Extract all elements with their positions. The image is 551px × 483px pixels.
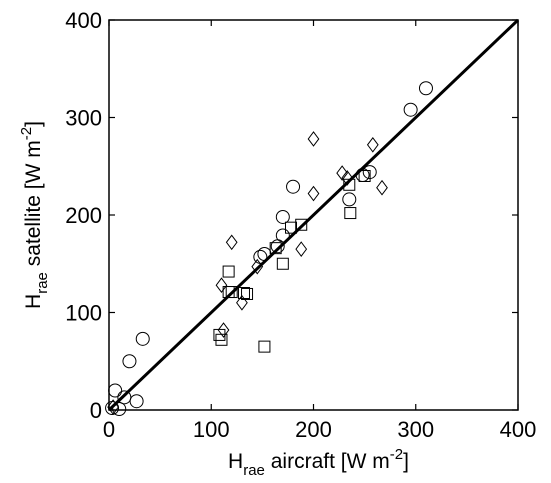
- diamond-point: [336, 165, 349, 181]
- y-axis-label-main: H: [22, 294, 45, 309]
- square-point: [258, 340, 271, 353]
- y-tick-label: 100: [65, 301, 102, 326]
- diamond-point: [225, 234, 238, 251]
- x-tick-label: 100: [193, 417, 230, 442]
- diamond-point: [307, 131, 320, 147]
- diamond-point: [341, 170, 354, 186]
- y-axis-label-end: ]: [22, 121, 45, 127]
- square-point: [269, 242, 282, 255]
- square-point: [241, 287, 254, 300]
- x-tick-label: 200: [295, 417, 332, 442]
- y-axis-label-sup: -2: [18, 127, 35, 140]
- one-to-one-line: [107, 18, 520, 412]
- diamond-point: [366, 136, 379, 153]
- square-point: [276, 257, 289, 270]
- x-tick-label: 0: [103, 417, 115, 442]
- circle-point: [418, 81, 433, 96]
- square-point: [358, 170, 371, 182]
- square-point: [344, 207, 357, 220]
- ticks: 0 100 200 300 400 0 100 200 300 400: [65, 8, 536, 442]
- x-axis-label-rest: aircraft [W m: [265, 450, 390, 473]
- diamond-point: [217, 322, 230, 338]
- circle-point: [403, 102, 418, 117]
- x-tick-label: 300: [397, 417, 434, 442]
- diamond-point: [376, 179, 388, 196]
- circle-point: [108, 383, 123, 398]
- data-markers: [105, 81, 433, 417]
- diamond-point: [295, 241, 308, 257]
- circle-point: [275, 209, 290, 224]
- circle-point: [342, 192, 357, 207]
- x-axis-label-main: H: [228, 450, 243, 473]
- x-tick-label: 400: [500, 417, 537, 442]
- x-axis-label-sup: -2: [390, 446, 403, 463]
- y-tick-label: 300: [65, 106, 102, 131]
- circle-point: [112, 402, 127, 417]
- square-point: [225, 286, 238, 299]
- y-tick-label: 200: [65, 203, 102, 228]
- diamond-point: [215, 277, 228, 294]
- x-axis-label: Hrae aircraft [W m-2]: [228, 446, 409, 479]
- diamond-point: [307, 185, 320, 202]
- y-axis-label-rest: satellite [W m: [22, 140, 45, 272]
- square-point: [222, 265, 235, 278]
- diamond-point: [236, 294, 248, 311]
- circle-point: [286, 179, 301, 194]
- circle-point: [275, 228, 290, 243]
- x-axis-label-end: ]: [403, 450, 409, 473]
- square-point: [295, 218, 308, 231]
- x-axis-label-sub: rae: [243, 462, 265, 479]
- y-axis-label: Hrae satellite [W m-2]: [18, 121, 51, 309]
- circle-point: [129, 394, 144, 409]
- circle-point: [122, 354, 137, 369]
- y-tick-label: 400: [65, 8, 102, 33]
- square-point: [285, 221, 298, 234]
- y-tick-label: 0: [90, 398, 102, 423]
- circle-point: [135, 331, 150, 346]
- y-axis-label-sub: rae: [34, 272, 51, 294]
